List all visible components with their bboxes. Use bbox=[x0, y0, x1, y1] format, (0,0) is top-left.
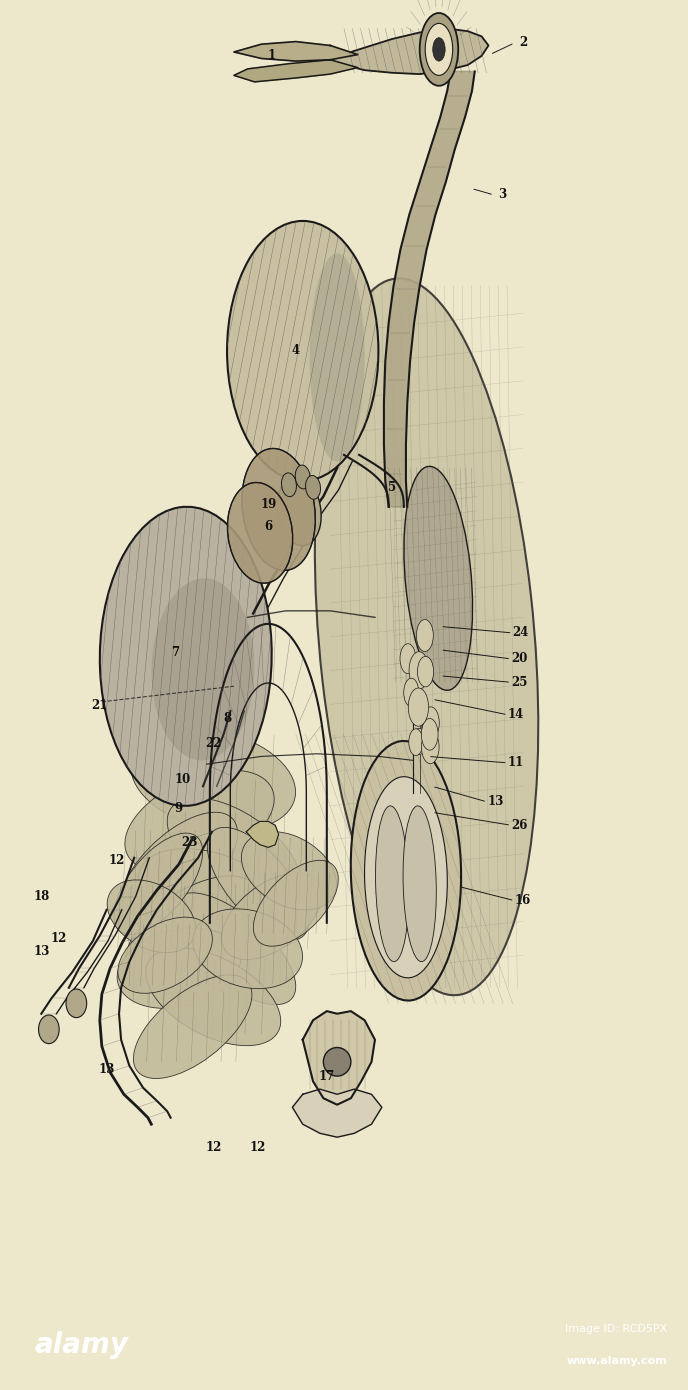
Ellipse shape bbox=[138, 849, 288, 945]
Text: 20: 20 bbox=[511, 652, 528, 666]
Circle shape bbox=[421, 719, 438, 751]
Circle shape bbox=[409, 728, 423, 756]
Text: 18: 18 bbox=[33, 890, 50, 904]
Text: 14: 14 bbox=[508, 709, 524, 721]
Text: 12: 12 bbox=[205, 1141, 222, 1154]
Ellipse shape bbox=[277, 475, 321, 546]
Ellipse shape bbox=[207, 827, 309, 940]
Ellipse shape bbox=[172, 892, 296, 1005]
Ellipse shape bbox=[323, 1048, 351, 1076]
Ellipse shape bbox=[117, 929, 241, 1008]
Text: 26: 26 bbox=[511, 819, 528, 831]
Text: 19: 19 bbox=[260, 498, 277, 510]
Ellipse shape bbox=[107, 880, 195, 952]
Circle shape bbox=[422, 708, 439, 739]
Text: 2: 2 bbox=[519, 36, 527, 50]
Ellipse shape bbox=[403, 806, 436, 962]
Ellipse shape bbox=[315, 278, 538, 995]
Text: 4: 4 bbox=[292, 345, 300, 357]
Text: 22: 22 bbox=[205, 737, 222, 749]
Ellipse shape bbox=[39, 1015, 59, 1044]
Ellipse shape bbox=[351, 741, 461, 1001]
Text: 24: 24 bbox=[513, 627, 529, 639]
Text: 1: 1 bbox=[268, 50, 276, 63]
Ellipse shape bbox=[126, 876, 259, 983]
Ellipse shape bbox=[193, 909, 303, 988]
Ellipse shape bbox=[125, 770, 274, 873]
Text: 10: 10 bbox=[174, 773, 191, 787]
Circle shape bbox=[416, 620, 433, 652]
Text: 6: 6 bbox=[264, 520, 272, 532]
Ellipse shape bbox=[222, 873, 322, 959]
Ellipse shape bbox=[66, 990, 87, 1017]
Polygon shape bbox=[234, 42, 358, 61]
Ellipse shape bbox=[118, 917, 213, 994]
Circle shape bbox=[422, 710, 438, 739]
Ellipse shape bbox=[242, 449, 315, 570]
Ellipse shape bbox=[131, 728, 296, 831]
Ellipse shape bbox=[281, 473, 297, 496]
Polygon shape bbox=[303, 1011, 375, 1105]
Polygon shape bbox=[234, 60, 358, 82]
Text: 8: 8 bbox=[223, 712, 231, 726]
Ellipse shape bbox=[114, 833, 203, 934]
Ellipse shape bbox=[227, 221, 378, 481]
Ellipse shape bbox=[151, 578, 255, 760]
Circle shape bbox=[433, 38, 445, 61]
Circle shape bbox=[422, 730, 439, 763]
Text: 16: 16 bbox=[515, 894, 531, 908]
Ellipse shape bbox=[305, 475, 321, 499]
Text: 12: 12 bbox=[109, 853, 125, 867]
Ellipse shape bbox=[228, 482, 292, 584]
Ellipse shape bbox=[146, 948, 281, 1045]
Ellipse shape bbox=[100, 507, 272, 806]
Ellipse shape bbox=[404, 467, 473, 691]
Text: 13: 13 bbox=[33, 945, 50, 958]
Polygon shape bbox=[384, 71, 475, 507]
Text: 17: 17 bbox=[319, 1070, 335, 1083]
Ellipse shape bbox=[133, 974, 252, 1079]
Text: www.alamy.com: www.alamy.com bbox=[567, 1357, 667, 1366]
Text: Image ID: RCD5PX: Image ID: RCD5PX bbox=[565, 1323, 667, 1333]
Ellipse shape bbox=[295, 466, 310, 489]
Circle shape bbox=[408, 688, 429, 726]
Circle shape bbox=[400, 644, 416, 674]
Text: 12: 12 bbox=[50, 931, 67, 945]
Text: 7: 7 bbox=[171, 646, 180, 659]
Circle shape bbox=[425, 24, 453, 75]
Text: 23: 23 bbox=[181, 835, 197, 849]
Circle shape bbox=[404, 678, 419, 706]
Ellipse shape bbox=[241, 831, 336, 910]
Ellipse shape bbox=[120, 812, 237, 924]
Text: 21: 21 bbox=[92, 699, 108, 712]
Polygon shape bbox=[246, 821, 279, 848]
Text: 5: 5 bbox=[388, 481, 396, 493]
Text: 13: 13 bbox=[487, 795, 504, 809]
Ellipse shape bbox=[376, 806, 409, 962]
Text: alamy: alamy bbox=[34, 1330, 129, 1359]
Ellipse shape bbox=[167, 798, 301, 905]
Ellipse shape bbox=[310, 253, 365, 461]
Ellipse shape bbox=[365, 777, 447, 977]
Circle shape bbox=[418, 656, 433, 687]
Circle shape bbox=[409, 652, 429, 689]
Ellipse shape bbox=[253, 860, 338, 947]
Text: 11: 11 bbox=[508, 756, 524, 770]
Circle shape bbox=[420, 13, 458, 86]
Text: 9: 9 bbox=[175, 802, 183, 815]
Text: 12: 12 bbox=[250, 1141, 266, 1154]
Polygon shape bbox=[292, 1090, 382, 1137]
Polygon shape bbox=[330, 29, 488, 74]
Text: 25: 25 bbox=[511, 676, 528, 689]
Circle shape bbox=[412, 728, 426, 755]
Text: 13: 13 bbox=[98, 1063, 115, 1076]
Text: 3: 3 bbox=[498, 189, 506, 202]
